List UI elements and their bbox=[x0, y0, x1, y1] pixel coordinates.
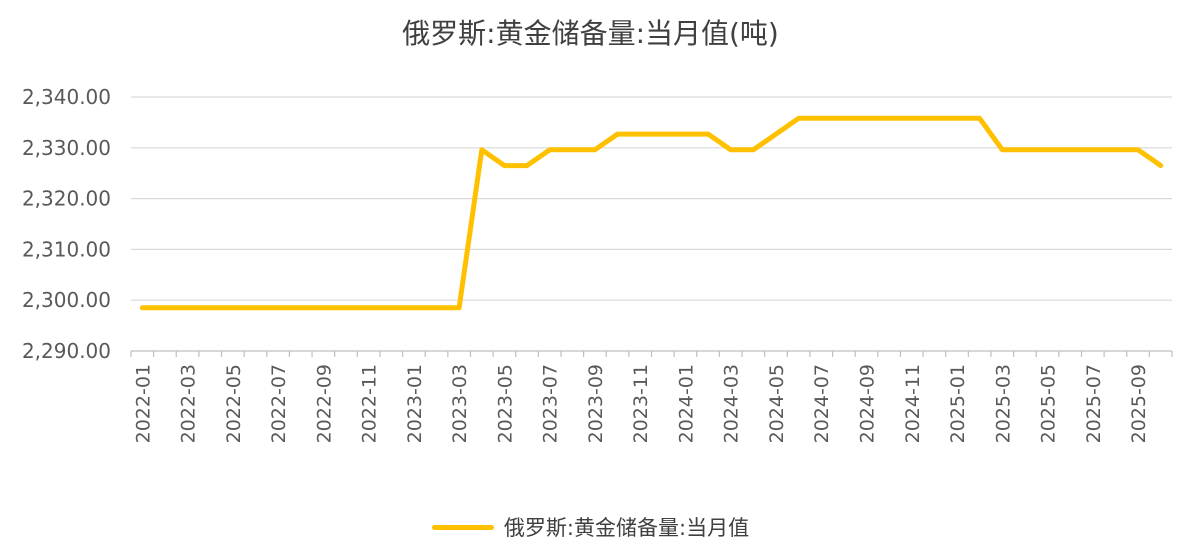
x-axis: 2022-01 2022-03 2022-05 2022-07 2022-09 2022-… bbox=[130, 350, 1173, 443]
data-point bbox=[1091, 148, 1095, 152]
data-point bbox=[186, 306, 190, 310]
data-point bbox=[774, 132, 778, 136]
data-point bbox=[1068, 148, 1072, 152]
x-tick-label: 2025-03 bbox=[992, 364, 1014, 443]
data-point bbox=[480, 148, 484, 152]
y-tick-label: 2,300.00 bbox=[22, 288, 111, 312]
data-point bbox=[276, 306, 280, 310]
data-point bbox=[797, 116, 801, 120]
data-point bbox=[910, 116, 914, 120]
x-tick-label: 2025-07 bbox=[1083, 364, 1105, 443]
data-point bbox=[638, 132, 642, 136]
data-point bbox=[299, 306, 303, 310]
data-point bbox=[864, 116, 868, 120]
data-point bbox=[887, 116, 891, 120]
series-line bbox=[139, 115, 1164, 311]
data-point bbox=[751, 148, 755, 152]
x-tick-label: 2024-07 bbox=[811, 364, 833, 443]
x-tick-label: 2023-11 bbox=[630, 364, 652, 443]
x-tick-label: 2022-01 bbox=[132, 364, 154, 443]
data-point bbox=[593, 148, 597, 152]
data-point bbox=[978, 116, 982, 120]
x-tick-label: 2024-01 bbox=[675, 364, 697, 443]
data-point bbox=[367, 306, 371, 310]
data-point bbox=[548, 148, 552, 152]
data-point bbox=[321, 306, 325, 310]
x-tick-label: 2023-05 bbox=[494, 364, 516, 443]
data-point bbox=[208, 306, 212, 310]
data-point bbox=[819, 116, 823, 120]
data-point bbox=[253, 306, 257, 310]
data-point bbox=[1159, 164, 1163, 168]
legend-label: 俄罗斯:黄金储备量:当月值 bbox=[503, 516, 750, 540]
x-tick-label: 2024-09 bbox=[856, 364, 878, 443]
y-tick-label: 2,290.00 bbox=[22, 339, 111, 363]
x-tick-label: 2023-03 bbox=[449, 364, 471, 443]
chart-title: 俄罗斯:黄金储备量:当月值(吨) bbox=[402, 17, 779, 50]
data-point bbox=[163, 306, 167, 310]
data-point bbox=[231, 306, 235, 310]
data-point bbox=[525, 164, 529, 168]
data-point bbox=[502, 164, 506, 168]
data-point bbox=[661, 132, 665, 136]
x-tick-label: 2024-03 bbox=[721, 364, 743, 443]
legend: 俄罗斯:黄金储备量:当月值 bbox=[0, 512, 1181, 542]
data-point bbox=[435, 306, 439, 310]
x-tick-label: 2022-07 bbox=[268, 364, 290, 443]
legend-swatch bbox=[431, 524, 494, 530]
series-layer bbox=[139, 115, 1164, 311]
y-axis: 2,290.00 2,300.00 2,310.00 2,320.00 2,330.00… bbox=[22, 85, 111, 363]
data-point bbox=[1046, 148, 1050, 152]
x-tick-label: 2025-09 bbox=[1128, 364, 1150, 443]
data-point bbox=[1113, 148, 1117, 152]
data-point bbox=[1136, 148, 1140, 152]
data-point bbox=[570, 148, 574, 152]
data-point bbox=[616, 132, 620, 136]
data-point bbox=[932, 116, 936, 120]
y-tick-label: 2,310.00 bbox=[22, 237, 111, 261]
x-tick-label: 2022-11 bbox=[359, 364, 381, 443]
x-tick-label: 2022-09 bbox=[313, 364, 335, 443]
x-tick-label: 2023-01 bbox=[404, 364, 426, 443]
x-tick-label: 2023-09 bbox=[585, 364, 607, 443]
data-point bbox=[457, 306, 461, 310]
x-tick-label: 2022-03 bbox=[178, 364, 200, 443]
x-tick-label: 2023-07 bbox=[540, 364, 562, 443]
x-tick-label: 2022-05 bbox=[223, 364, 245, 443]
x-tick-label: 2024-11 bbox=[902, 364, 924, 443]
data-point bbox=[389, 306, 393, 310]
data-point bbox=[955, 116, 959, 120]
data-point bbox=[344, 306, 348, 310]
y-tick-label: 2,330.00 bbox=[22, 136, 111, 160]
data-point bbox=[683, 132, 687, 136]
data-point bbox=[140, 306, 144, 310]
data-point bbox=[729, 148, 733, 152]
gridlines bbox=[131, 96, 1172, 301]
data-point bbox=[412, 306, 416, 310]
data-point bbox=[842, 116, 846, 120]
y-tick-label: 2,320.00 bbox=[22, 187, 111, 211]
x-tick-label: 2025-01 bbox=[947, 364, 969, 443]
data-point bbox=[1023, 148, 1027, 152]
x-tick-label: 2025-05 bbox=[1038, 364, 1060, 443]
data-point bbox=[1000, 148, 1004, 152]
y-tick-label: 2,340.00 bbox=[22, 85, 111, 109]
x-tick-label: 2024-05 bbox=[766, 364, 788, 443]
data-point bbox=[706, 132, 710, 136]
